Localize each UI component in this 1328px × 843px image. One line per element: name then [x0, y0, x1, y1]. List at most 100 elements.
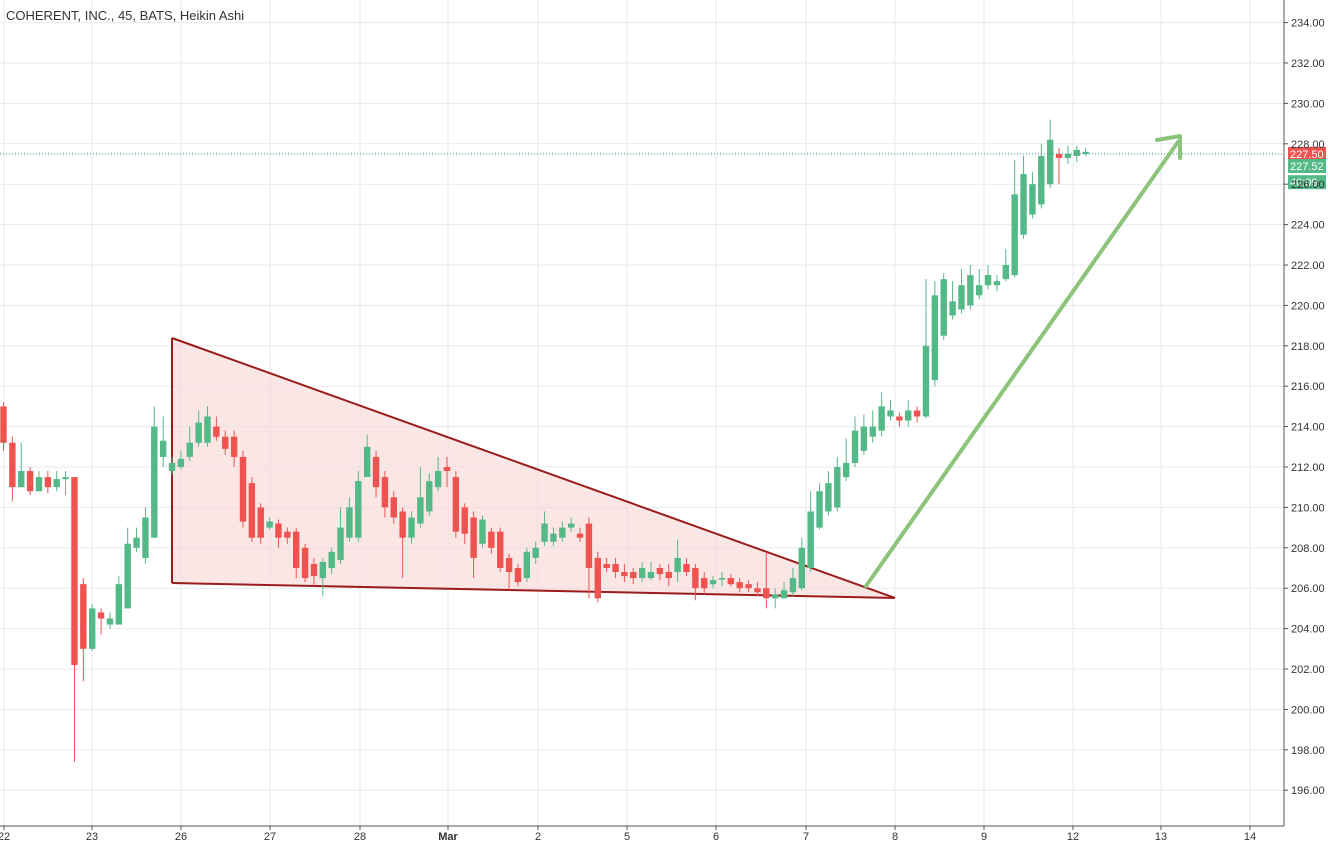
candle-down [763, 551, 770, 609]
projection-arrow-head [1155, 134, 1182, 160]
projection-arrow-shaft [864, 140, 1180, 588]
candle-down [745, 580, 752, 593]
candle-body [523, 551, 531, 579]
candle-down [257, 503, 264, 544]
candle-up [204, 406, 211, 447]
candle-up [124, 527, 131, 609]
candle-down [621, 563, 628, 583]
candle-body [239, 456, 247, 522]
candle-up [860, 414, 868, 455]
candle-body [958, 285, 965, 310]
candle-down [727, 574, 735, 587]
candle-body [763, 588, 770, 599]
time-tick-label: 12 [1067, 831, 1079, 843]
candle-up [266, 517, 273, 530]
candle-body [248, 483, 256, 538]
candle-up [346, 497, 353, 542]
candle-body [1029, 184, 1036, 215]
candle-up [638, 561, 646, 583]
price-tick-label: 214.00 [1291, 422, 1325, 434]
candle-body [807, 511, 814, 568]
time-tick-label: 28 [354, 831, 366, 843]
candle-up [559, 521, 566, 542]
candle-down [239, 450, 247, 528]
candle-down [754, 582, 761, 597]
candle-down [44, 471, 52, 494]
candle-up [1002, 248, 1010, 282]
candle-body [860, 426, 868, 451]
candle-up [35, 471, 43, 492]
candle-body [177, 458, 185, 467]
candle-body [532, 547, 539, 558]
candle-up [408, 511, 415, 544]
candle-down [913, 406, 921, 423]
candle-body [931, 295, 939, 381]
time-tick-label: 7 [803, 831, 809, 843]
candle-body [452, 477, 460, 532]
candle-body [1064, 153, 1072, 158]
candle-body [1055, 153, 1063, 158]
candle-body [887, 410, 894, 417]
time-tick-label: 8 [892, 831, 898, 843]
candle-body [834, 467, 841, 508]
candle-up [780, 582, 788, 599]
candle-up [337, 507, 344, 564]
candle-up [133, 527, 140, 552]
candle-up [142, 507, 149, 564]
price-label-bg [1288, 159, 1326, 174]
candle-down [293, 527, 300, 579]
candle-up [434, 456, 442, 492]
candle-body [842, 462, 850, 478]
candle-body [603, 563, 610, 568]
price-label-text: 40:09 [1290, 177, 1318, 189]
candle-down [80, 578, 87, 682]
candle-up [151, 406, 158, 538]
candle-down [452, 471, 460, 538]
candle-down [612, 557, 619, 579]
candle-body [124, 543, 131, 609]
candle-down [514, 563, 522, 587]
candle-body [195, 422, 202, 443]
candle-body [97, 612, 105, 619]
candle-body [355, 481, 362, 538]
price-label-text: 227.52 [1290, 161, 1324, 173]
candle-down [97, 608, 105, 635]
candle-up [798, 537, 805, 591]
candle-body [346, 507, 353, 538]
candle-down [9, 436, 16, 502]
candle-down [594, 551, 601, 603]
candle-up [177, 450, 185, 470]
candle-body [275, 523, 282, 538]
candle-body [638, 568, 646, 579]
candle-body [816, 491, 823, 528]
price-tick-label: 216.00 [1291, 381, 1325, 393]
candle-down [284, 527, 291, 544]
candle-body [1020, 174, 1027, 235]
candle-body [106, 618, 114, 625]
candle-up [479, 515, 486, 548]
candle-up [816, 483, 823, 530]
price-tick-label: 208.00 [1291, 543, 1325, 555]
candle-down [310, 557, 318, 587]
price-label: 227.50 [1288, 146, 1326, 161]
candle-up [976, 269, 983, 300]
candle-up [159, 416, 167, 467]
candle-up [426, 473, 433, 516]
candle-up [168, 456, 176, 476]
price-tick-label: 198.00 [1291, 745, 1325, 757]
candle-down [213, 416, 220, 441]
candle-body [1073, 149, 1080, 156]
candle-body [35, 477, 43, 492]
candle-body [328, 551, 335, 568]
time-tick-label: 26 [175, 831, 187, 843]
candle-body [754, 588, 761, 593]
candle-up [550, 527, 557, 546]
candle-down [505, 553, 513, 591]
candle-up [355, 471, 362, 542]
candle-up [647, 561, 655, 581]
candle-down [488, 527, 495, 554]
candle-down [381, 471, 389, 518]
time-tick-label: 9 [981, 831, 987, 843]
candle-body [204, 416, 211, 443]
